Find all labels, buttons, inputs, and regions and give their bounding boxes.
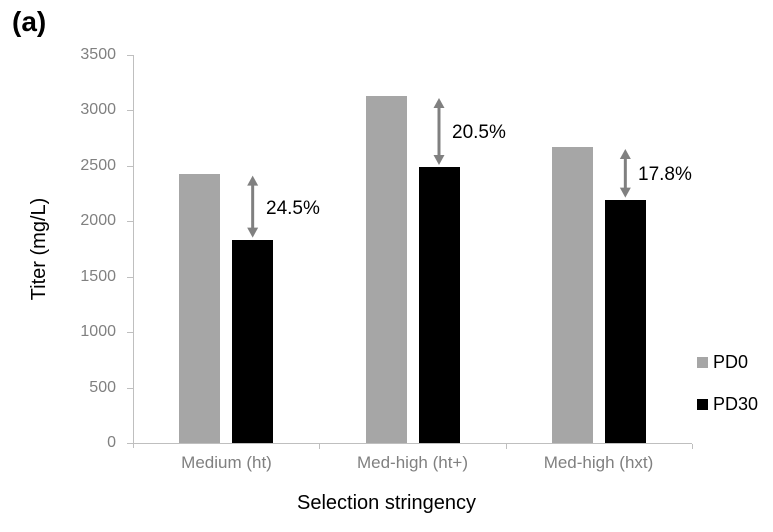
y-tick-label: 3000 xyxy=(80,101,116,118)
y-tick-label: 0 xyxy=(107,434,116,451)
bar-pd0-cat1 xyxy=(179,173,220,443)
percent-reduction-label: 17.8% xyxy=(638,164,692,185)
bar-pd30-cat1 xyxy=(232,239,273,443)
arrowhead-icon xyxy=(619,187,631,198)
y-axis-line xyxy=(133,55,134,448)
y-tick-mark xyxy=(127,443,133,444)
bar-pd0-cat3 xyxy=(552,147,593,443)
x-tick-mark xyxy=(692,444,693,449)
y-tick-mark xyxy=(127,277,133,278)
arrowhead-icon xyxy=(247,227,259,238)
y-tick-mark xyxy=(127,221,133,222)
difference-arrows-overlay xyxy=(247,98,631,238)
legend-swatch-icon xyxy=(697,398,708,410)
bar-pd30-cat2 xyxy=(419,167,460,443)
y-tick-mark xyxy=(127,388,133,389)
y-tick-label: 1000 xyxy=(80,323,116,340)
legend-item-pd0: PD0 xyxy=(697,351,748,373)
x-tick-mark xyxy=(319,444,320,449)
y-tick-mark xyxy=(127,332,133,333)
x-axis-line xyxy=(133,443,692,444)
bar-pd30-cat3 xyxy=(605,199,646,443)
y-tick-label: 2000 xyxy=(80,212,116,229)
legend-label: PD0 xyxy=(713,352,749,372)
percent-reduction-label: 20.5% xyxy=(452,122,506,143)
legend-label: PD30 xyxy=(713,394,759,414)
arrowhead-icon xyxy=(433,98,445,109)
panel-label: (a) xyxy=(12,6,47,37)
y-tick-label: 2500 xyxy=(80,157,116,174)
arrowhead-icon xyxy=(433,154,445,165)
y-tick-label: 3500 xyxy=(80,46,116,63)
arrowhead-icon xyxy=(247,175,259,186)
legend-item-pd30: PD30 xyxy=(697,393,758,415)
y-tick-mark xyxy=(127,166,133,167)
x-category-label: Medium (ht) xyxy=(181,453,272,472)
y-tick-label: 1500 xyxy=(80,268,116,285)
legend-swatch-icon xyxy=(697,356,708,368)
y-tick-mark xyxy=(127,110,133,111)
x-category-label: Med-high (hxt) xyxy=(543,453,654,472)
y-tick-label: 500 xyxy=(89,379,116,396)
x-axis-title: Selection stringency xyxy=(297,492,476,514)
x-category-label: Med-high (ht+) xyxy=(356,453,469,472)
y-tick-mark xyxy=(127,55,133,56)
x-tick-mark xyxy=(506,444,507,449)
arrowhead-icon xyxy=(619,149,631,160)
percent-reduction-label: 24.5% xyxy=(266,198,320,219)
bar-pd0-cat2 xyxy=(366,96,407,443)
